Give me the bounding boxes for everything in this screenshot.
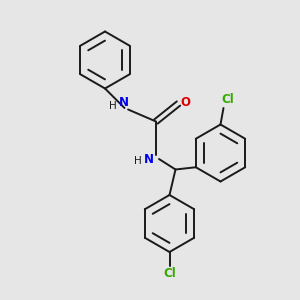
Text: O: O [180, 95, 190, 109]
Text: N: N [143, 152, 154, 166]
Text: H: H [109, 100, 117, 111]
Text: N: N [119, 96, 129, 109]
Text: Cl: Cl [163, 267, 176, 280]
Text: H: H [134, 155, 141, 166]
Text: Cl: Cl [222, 93, 234, 106]
